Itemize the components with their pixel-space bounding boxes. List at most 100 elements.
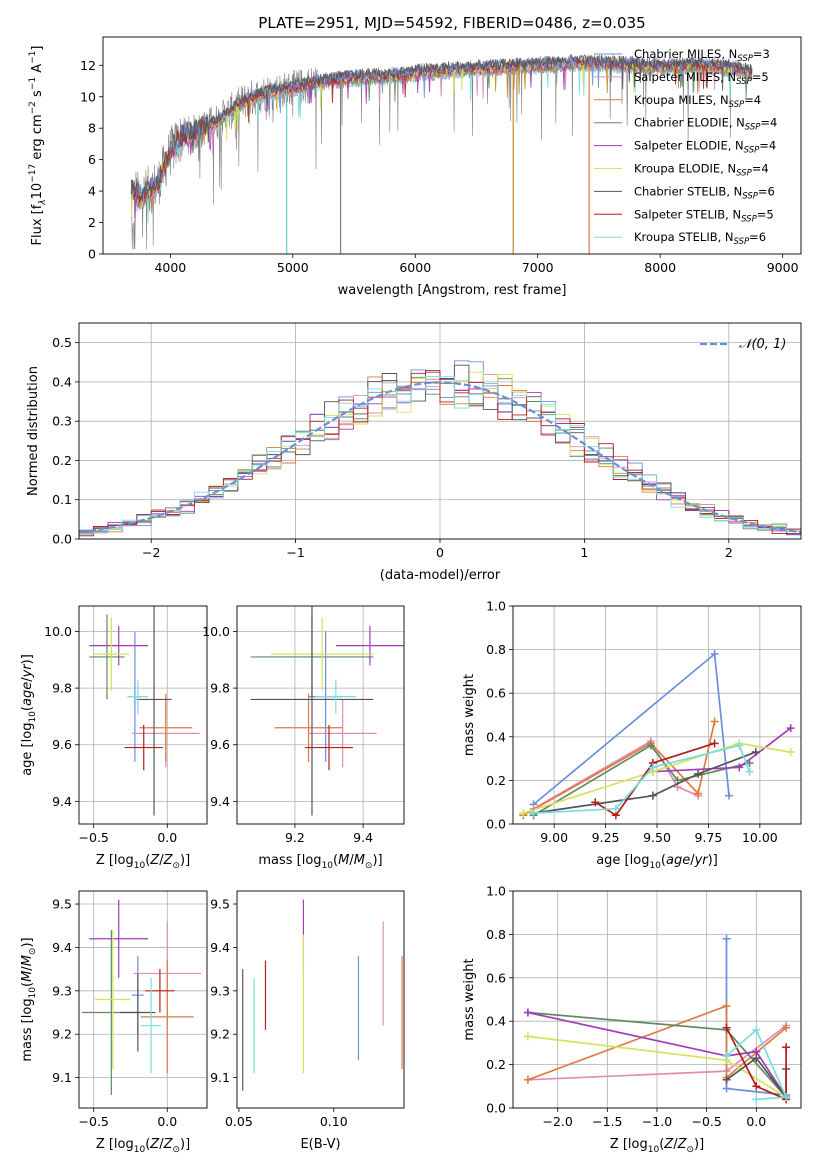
weight-marker <box>611 804 620 813</box>
x-tick-label: 0.05 <box>225 1114 253 1129</box>
legend-label: Chabrier STELIB, NSSP=6 <box>634 184 775 201</box>
weight-series-6 <box>523 742 791 814</box>
panel-1: 4000 5000 6000 7000 8000 9000 0 2 4 6 8 10 12 PLATE=2… <box>28 14 802 298</box>
y-axis-label: age [log10(age/yr)] <box>20 654 38 776</box>
weight-marker <box>786 748 795 757</box>
weight-marker <box>722 1051 731 1060</box>
histogram-series-9 <box>79 376 801 536</box>
y-tick-label: 9.4 <box>210 794 230 809</box>
x-tick-label: 10.00 <box>742 830 778 845</box>
y-tick-label: 9.1 <box>210 1070 230 1085</box>
y-tick-label: 2 <box>88 215 96 230</box>
histogram-group <box>79 360 801 538</box>
x-axis-label: Z [log10(Z/Z⊙)] <box>96 1137 190 1155</box>
weight-series-8 <box>594 742 715 817</box>
weight-marker <box>745 767 754 776</box>
x-tick-label: 9.4 <box>353 830 373 845</box>
y-tick-label: 8 <box>88 121 96 136</box>
weight-marker <box>735 741 744 750</box>
errorbars-group <box>242 899 403 1091</box>
y-tick-label: 9.4 <box>52 794 72 809</box>
x-axis-label: age [log10(age/yr)] <box>596 853 718 871</box>
weight-marker <box>782 1043 791 1052</box>
panel-7: 0.05 0.10 9.1 9.2 9.3 9.4 9.5 E(B-V) <box>210 890 405 1152</box>
x-tick-label: 1 <box>580 545 588 560</box>
model-spectrum-7 <box>130 53 753 201</box>
x-axis-label: wavelength [Angstrom, rest frame] <box>338 283 567 298</box>
x-tick-label: 6000 <box>399 260 431 275</box>
legend-label: 𝒩(0, 1) <box>739 337 786 352</box>
legend-label: Salpeter MILES, NSSP=5 <box>634 70 769 87</box>
x-tick-label: 0.0 <box>157 830 177 845</box>
y-tick-label: 0.8 <box>486 927 506 942</box>
panel-5: 9.00 9.25 9.50 9.75 10.00 0.0 0.2 0.4 0.6 0.8 1.0 a… <box>462 599 802 871</box>
spectrum-group <box>130 53 753 254</box>
axes-frame <box>236 890 405 1109</box>
x-axis-label: Z [log10(Z/Z⊙)] <box>610 1137 704 1155</box>
weight-marker <box>735 763 744 772</box>
weight-marker <box>722 1084 731 1093</box>
model-spectrum-6 <box>130 57 753 217</box>
axes-frame <box>78 605 208 825</box>
y-tick-label: 0.1 <box>52 492 72 507</box>
weight-marker <box>523 1075 532 1084</box>
x-tick-label: −1.0 <box>642 1114 672 1129</box>
y-axis-label: Flux [fλ10−17 erg cm−2 s−1 A−1] <box>28 46 48 246</box>
weight-marker <box>752 1082 761 1091</box>
y-tick-label: 12 <box>80 58 96 73</box>
legend-label: Chabrier ELODIE, NSSP=4 <box>634 116 777 133</box>
legend: Chabrier MILES, NSSP=3 Salpeter MILES, NS… <box>594 47 777 247</box>
legend-label: Kroupa MILES, NSSP=4 <box>634 93 761 110</box>
x-tick-label: 2 <box>725 545 733 560</box>
x-tick-label: 0.0 <box>746 1114 766 1129</box>
legend-label: Kroupa STELIB, NSSP=6 <box>634 230 766 247</box>
axes-frame <box>78 322 802 540</box>
y-tick-label: 0.5 <box>52 335 72 350</box>
weight-marker <box>591 798 600 807</box>
y-tick-label: 9.4 <box>52 940 72 955</box>
y-tick-label: 9.3 <box>52 983 72 998</box>
weight-marker <box>523 1008 532 1017</box>
panel-6: −0.5 0.0 9.1 9.2 9.3 9.4 9.5 Z [log10(Z/Z⊙)] mas… <box>20 890 208 1155</box>
weight-series-5 <box>527 1011 787 1098</box>
y-tick-label: 0.4 <box>486 729 506 744</box>
weight-marker <box>722 1023 731 1032</box>
weight-series-1 <box>533 652 730 806</box>
x-tick-label: −1.5 <box>592 1114 622 1129</box>
y-tick-label: 0.0 <box>486 1101 506 1116</box>
y-tick-label: 0.0 <box>486 817 506 832</box>
weight-marker <box>648 763 657 772</box>
weight-series-9 <box>533 744 751 814</box>
x-tick-label: 5000 <box>277 260 309 275</box>
weight-marker <box>782 1023 791 1032</box>
legend-label: Kroupa ELODIE, NSSP=4 <box>634 162 769 179</box>
weight-marker <box>710 717 719 726</box>
y-axis-label: mass weight <box>462 674 477 756</box>
y-tick-label: 0.2 <box>52 453 72 468</box>
chart-title: PLATE=2951, MJD=54592, FIBERID=0486, z=0… <box>258 14 645 32</box>
weight-marker <box>752 1054 761 1063</box>
weight-marker <box>722 1002 731 1011</box>
axes-frame <box>512 890 802 1109</box>
y-tick-label: 9.5 <box>52 897 72 912</box>
axes-frame <box>78 890 208 1109</box>
y-tick-label: 0.0 <box>52 532 72 547</box>
x-tick-label: 9.00 <box>540 830 568 845</box>
x-axis-label: mass [log10(M/M⊙)] <box>258 853 382 871</box>
weight-marker <box>752 1095 761 1104</box>
x-tick-label: −2 <box>142 545 160 560</box>
model-spectrum-1 <box>130 55 753 200</box>
weight-marker <box>523 1032 532 1041</box>
weight-series-8 <box>725 1027 787 1101</box>
weight-marker <box>751 748 760 757</box>
panel-2: −2 −1 0 1 2 0.0 0.1 0.2 0.3 0.4 0.5 (data-model)/er… <box>26 322 802 583</box>
axes-frame <box>236 605 405 825</box>
weight-marker <box>722 1075 731 1084</box>
y-axis-label: mass weight <box>462 958 477 1040</box>
y-tick-label: 0.3 <box>52 414 72 429</box>
axes-frame <box>512 605 802 825</box>
y-tick-label: 0.4 <box>486 1014 506 1029</box>
weight-marker <box>648 791 657 800</box>
y-tick-label: 10.0 <box>44 624 72 639</box>
weight-series-9 <box>725 1028 788 1101</box>
